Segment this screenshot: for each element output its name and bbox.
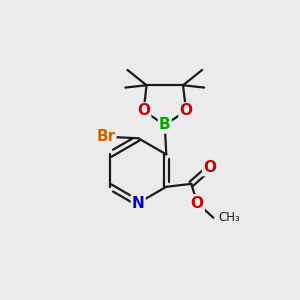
Text: N: N [132,196,145,211]
Text: CH₃: CH₃ [219,211,240,224]
Text: O: O [203,160,216,175]
Text: O: O [137,103,150,118]
Text: B: B [159,118,171,133]
Text: O: O [191,196,204,211]
Text: Br: Br [96,129,116,144]
Text: O: O [179,103,193,118]
